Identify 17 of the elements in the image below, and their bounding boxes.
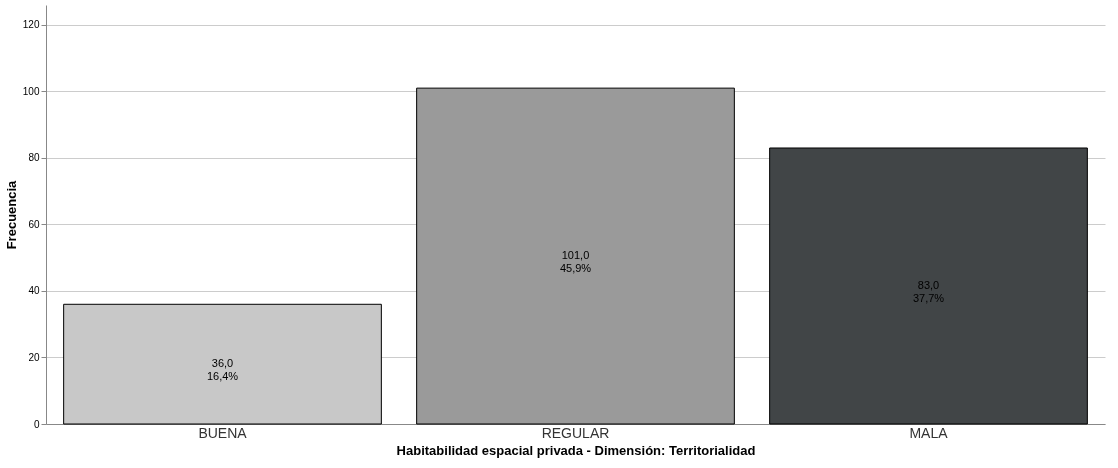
y-tick-label: 40 [28,285,40,297]
x-axis-title: Habitabilidad espacial privada - Dimensión: Territorialidad [396,442,756,458]
bar [769,147,1088,425]
y-tick-label: 20 [28,351,40,363]
x-tick-label: MALA [909,424,949,441]
y-axis-title: Frecuencia [3,179,19,250]
data-label: 101,0 45,9% [559,249,592,275]
x-tick-label: REGULAR [541,424,610,441]
y-tick-label: 0 [33,418,40,430]
y-tick-label: 80 [28,152,40,164]
x-tick-label: BUENA [198,424,248,441]
y-tick-label: 100 [22,85,40,97]
y-tick-label: 120 [22,19,40,31]
data-label: 36,0 16,4% [206,357,239,383]
data-label: 83,0 37,7% [912,279,945,304]
y-tick-label: 60 [28,218,40,230]
bar [416,87,735,425]
